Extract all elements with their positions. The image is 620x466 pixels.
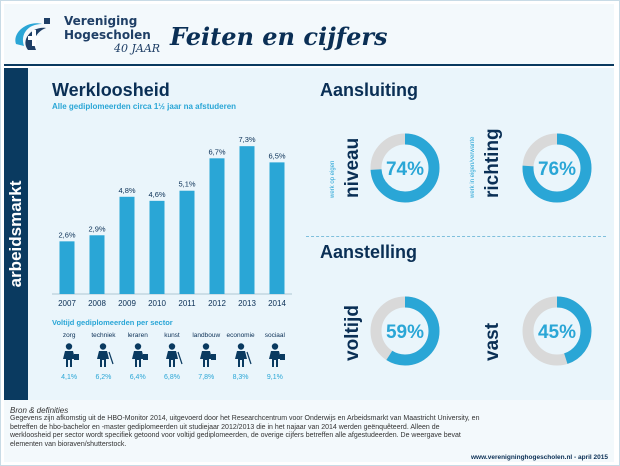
anniversary-mark: 40 JAAR	[114, 42, 161, 55]
nurse-icon	[63, 343, 80, 367]
donut-chart: 45%	[522, 296, 592, 366]
source-text: Gegevens zijn afkomstig uit de HBO-Monit…	[10, 415, 480, 448]
sector-heading: Voltijd gediplomeerden per sector	[52, 318, 173, 327]
sector-value: 8,3%	[232, 374, 249, 381]
bar-2013	[239, 146, 255, 294]
bar-value-label: 6,7%	[208, 147, 225, 156]
donut-label: voltijd	[342, 305, 363, 361]
bar-value-label: 4,8%	[118, 186, 135, 195]
bar-2009	[119, 196, 135, 294]
aansluiting-heading: Aansluiting	[320, 80, 418, 100]
footer-url: www.verenigninghogescholen.nl - april 20…	[470, 454, 608, 461]
bar-2014	[269, 162, 285, 294]
bar-2010	[149, 200, 165, 294]
donut-sublabel: werk in eigen/verwante	[470, 136, 476, 198]
bar-2008	[89, 235, 105, 294]
bar-value-label: 2,9%	[88, 224, 105, 233]
bar-value-label: 5,1%	[178, 180, 195, 189]
donut-label: richting	[482, 128, 503, 198]
donut-value-label: 45%	[538, 322, 576, 343]
donut-value-arc	[522, 296, 592, 366]
page-title: Feiten en cijfers	[170, 22, 388, 51]
sector-value: 6,2%	[95, 374, 112, 381]
bar-value-label: 7,3%	[238, 135, 255, 144]
section-divider	[306, 236, 606, 237]
donut-label: vast	[482, 322, 503, 361]
bar-value-label: 4,6%	[148, 190, 165, 199]
x-tick-label: 2009	[118, 299, 136, 308]
x-tick-label: 2010	[148, 299, 166, 308]
donut-value-label: 76%	[538, 159, 576, 180]
bar-2011	[179, 190, 195, 294]
vereniging-logo-icon	[15, 18, 50, 50]
x-tick-label: 2014	[268, 299, 286, 308]
brand-line-2: Hogescholen	[64, 28, 151, 42]
bar-value-label: 2,6%	[58, 230, 75, 239]
bar-2007	[59, 241, 75, 294]
donut-value-label: 74%	[386, 159, 424, 180]
engineer-icon	[97, 343, 114, 367]
donut-chart: 74%	[370, 133, 440, 203]
header	[4, 4, 614, 66]
sector-value: 4,1%	[61, 374, 78, 381]
unemployment-heading: Werkloosheid	[52, 80, 170, 100]
x-tick-label: 2013	[238, 299, 256, 308]
source-title: Bron & definities	[10, 406, 69, 415]
donut-value-arc	[370, 296, 440, 366]
brand-name: Vereniging Hogescholen	[64, 14, 151, 42]
donut-value-label: 59%	[386, 322, 424, 343]
bar-2012	[209, 158, 225, 294]
donut-value-arc	[370, 133, 440, 203]
x-tick-label: 2012	[208, 299, 226, 308]
sector-name: kunst	[164, 332, 180, 339]
sector-name: sociaal	[264, 332, 285, 339]
donut-chart: 59%	[370, 296, 440, 366]
unemployment-subheading: Alle gediplomeerden circa 1½ jaar na afs…	[52, 102, 237, 111]
sector-value: 6,8%	[164, 374, 180, 381]
sector-name: zorg	[62, 332, 76, 339]
donut-chart: 76%	[522, 133, 592, 203]
bar-value-label: 6,5%	[268, 151, 285, 160]
sector-name: economie	[226, 332, 255, 339]
aanstelling-heading: Aanstelling	[320, 242, 418, 262]
sector-value: 9,1%	[266, 374, 283, 381]
side-bar	[4, 68, 28, 400]
x-tick-label: 2008	[88, 299, 106, 308]
x-tick-label: 2011	[178, 299, 196, 308]
sector-name: techniek	[91, 332, 116, 339]
teacher-icon	[131, 343, 148, 367]
artist-icon	[166, 343, 183, 367]
unemployment-bar-chart: 2,6% 2007 2,9% 2008 4,8% 2009 4,6% 2010 5,1% 2011…	[52, 135, 292, 308]
brand-line-1: Vereniging	[64, 14, 138, 28]
sector-value: 7,8%	[198, 374, 215, 381]
sector-name: landbouw	[192, 332, 221, 339]
side-label: arbeidsmarkt	[6, 180, 25, 288]
sector-name: leraren	[127, 332, 148, 339]
economist-icon	[234, 343, 252, 367]
donut-sublabel: werk op eigen	[330, 160, 336, 198]
donut-value-arc	[522, 133, 592, 203]
donut-label: niveau	[342, 137, 363, 198]
sector-value: 6,4%	[129, 374, 146, 381]
social-worker-icon	[268, 343, 285, 367]
farmer-icon	[200, 343, 217, 367]
sector-row: zorg 4,1% techniek 6,2% leraren 6,4% kunst 6,8%…	[52, 332, 292, 392]
footer	[4, 400, 614, 462]
x-tick-label: 2007	[58, 299, 76, 308]
